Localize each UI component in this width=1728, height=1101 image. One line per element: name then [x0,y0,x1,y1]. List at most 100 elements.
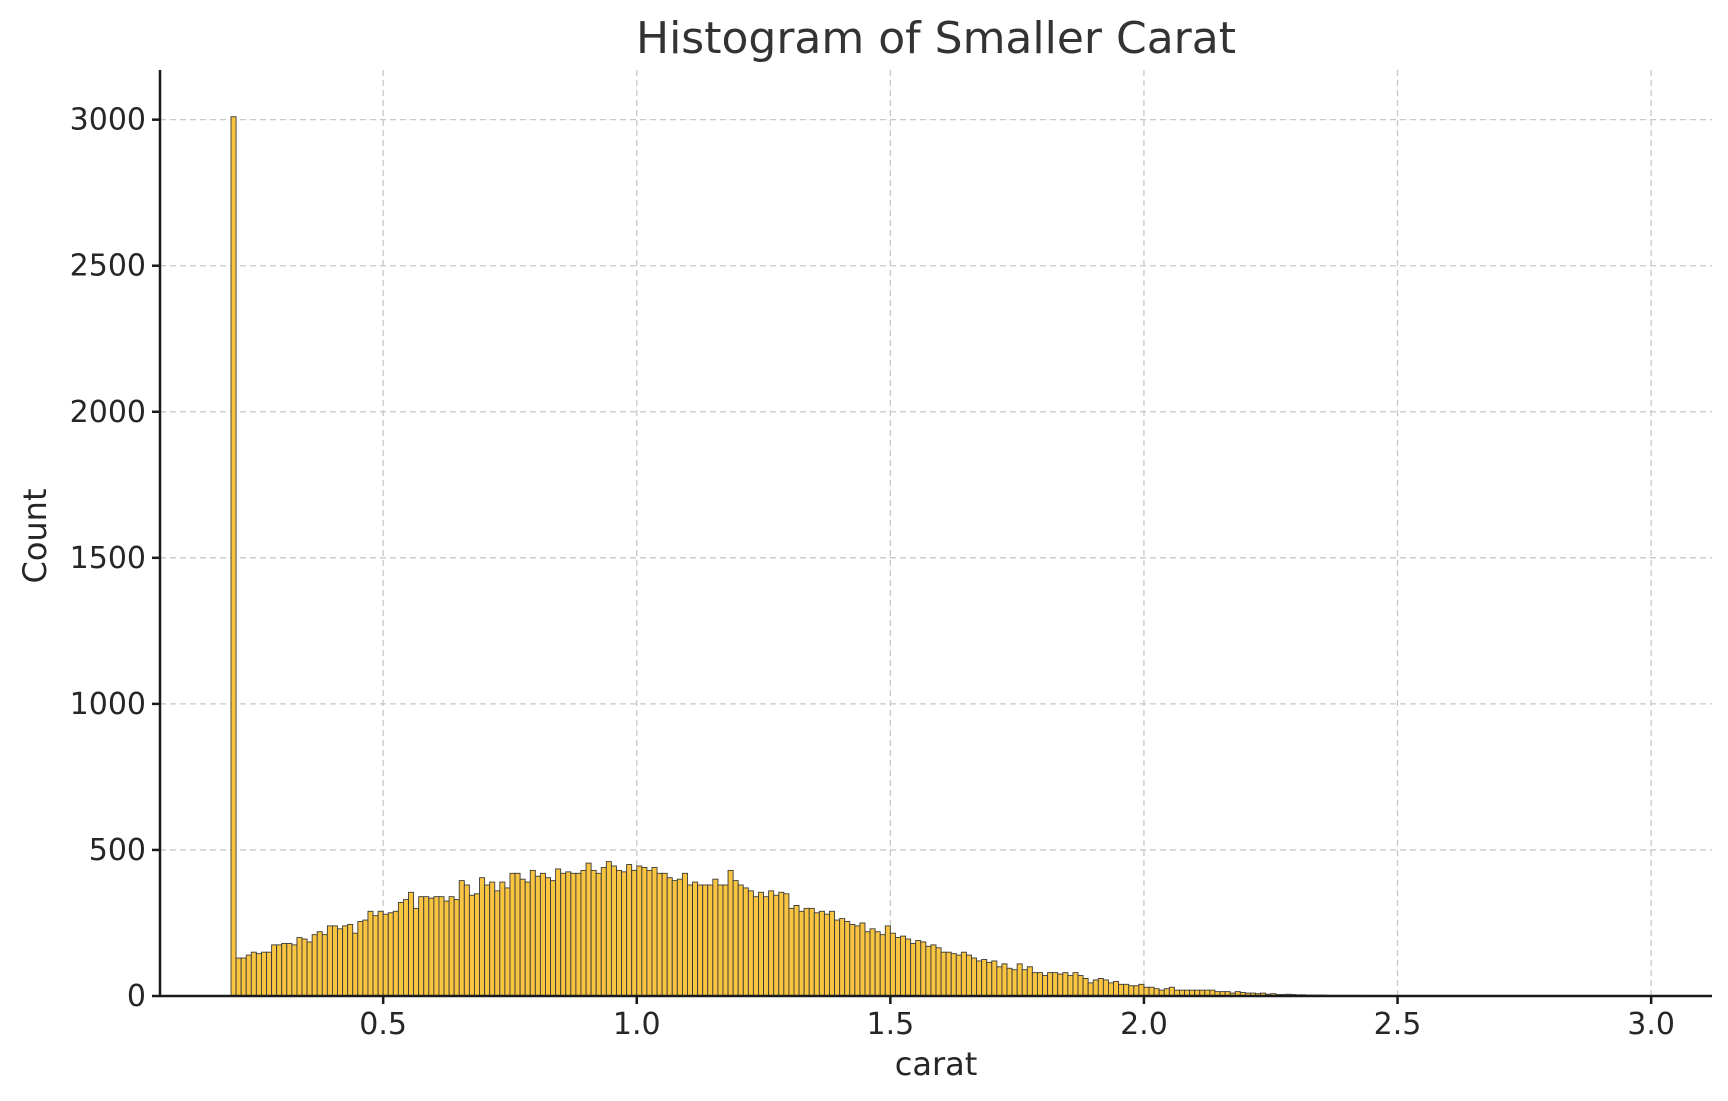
histogram-bar [423,896,430,997]
histogram-bar [357,921,364,997]
histogram-bar [1128,985,1135,997]
histogram-bar [778,891,785,997]
histogram-bar [681,872,688,997]
histogram-bar [428,897,435,997]
histogram-bar [707,884,714,997]
histogram-bar [443,900,450,997]
histogram-bar [1026,966,1033,997]
x-tick-label: 2.0 [1120,1007,1168,1042]
histogram-bar [834,919,841,997]
histogram-bar [661,872,668,997]
histogram-bar [894,937,901,997]
histogram-bar [575,872,582,997]
histogram-bar [955,954,962,997]
histogram-bar [230,116,237,997]
histogram-bar [823,913,830,997]
histogram-bar [337,928,344,997]
histogram-bar [555,868,562,997]
y-tick-label: 1000 [70,687,146,722]
histogram-bar [372,915,379,997]
histogram-bar [945,951,952,997]
histogram-bar [859,922,866,997]
histogram-bar [1052,972,1059,997]
histogram-bar [524,881,531,997]
histogram-bar [1067,975,1074,997]
histogram-bar [676,878,683,997]
histogram-bar [347,923,354,997]
histogram-bar [1148,986,1155,997]
histogram-bar [453,899,460,997]
histogram-bar [798,910,805,997]
histogram-bar [884,925,891,997]
histogram-bar [387,912,394,997]
histogram-bar [397,902,404,997]
histogram-bar [773,894,780,997]
histogram-bar [935,947,942,997]
histogram-bar [631,869,638,997]
histogram-bar [783,893,790,997]
histogram-bar [1062,972,1069,997]
chart-title: Histogram of Smaller Carat [636,13,1236,64]
y-tick-label: 2500 [70,249,146,284]
histogram-bar [1168,986,1175,997]
histogram-bar [717,884,724,997]
histogram-bar [468,894,475,997]
histogram-bar [844,921,851,997]
y-tick-label: 2000 [70,395,146,430]
histogram-bar [286,942,293,997]
histogram-bar [1036,972,1043,997]
histogram-bar [616,869,622,997]
histogram-bar [1077,975,1084,997]
histogram-bar [869,928,876,997]
histogram-bar [580,869,587,997]
y-axis-label: Count [16,488,54,583]
histogram-bar [829,910,836,997]
histogram-bar [1042,975,1049,997]
histogram-bar [413,907,420,997]
histogram-bar [651,867,658,997]
histogram-bar [1001,963,1008,997]
histogram-bar [1107,982,1114,997]
histogram-bar [255,953,262,997]
histogram-bar [1011,969,1018,997]
histogram-bar [722,884,729,997]
histogram-bar [793,904,800,997]
histogram-bar [1021,969,1028,997]
histogram-bar [874,931,881,997]
y-tick-label: 500 [89,833,146,868]
histogram-bar [626,864,633,997]
y-tick-label: 1500 [70,541,146,576]
histogram-bar [1016,963,1023,997]
histogram-bar [900,935,907,997]
x-axis-label: carat [895,1045,978,1083]
histogram-bar [991,960,998,997]
histogram-bar [326,925,333,997]
histogram-bar [352,932,359,997]
histogram-bar [600,867,607,997]
histogram-bar [392,910,399,997]
histogram-bar [529,869,536,997]
histogram-bar [250,951,257,997]
histogram-bar [1092,979,1099,997]
x-tick-label: 1.0 [613,1007,661,1042]
histogram-bar [763,896,770,997]
histogram-bar [377,910,384,997]
histogram-bar [1143,986,1150,997]
histogram-bar [976,960,983,997]
histogram-bar [930,944,937,997]
histogram-bar [550,880,557,997]
histogram-bar [1138,983,1145,997]
histogram-bar [813,912,820,997]
histogram-bar [737,884,744,997]
histogram-bar [260,951,267,997]
histogram-bar [331,925,338,997]
histogram-bar [499,881,506,997]
histogram-bar [656,872,663,997]
histogram-bar [854,925,861,997]
histogram-bar [311,934,318,997]
histogram-bar [534,875,541,997]
histogram-bar [758,891,765,997]
histogram-bar [301,938,308,997]
histogram-bar [839,918,846,997]
x-tick-label: 1.5 [866,1007,914,1042]
